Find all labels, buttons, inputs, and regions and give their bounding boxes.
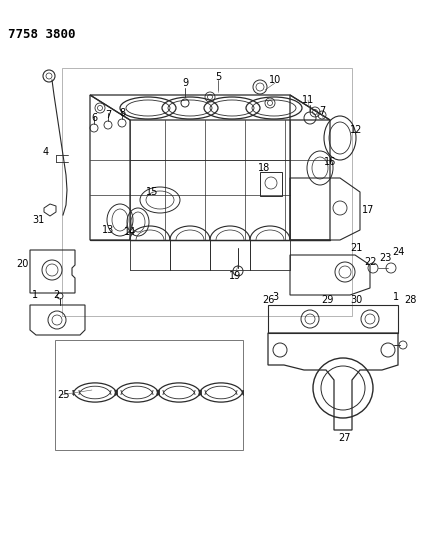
Text: 30: 30 [350, 295, 362, 305]
Text: 11: 11 [302, 95, 314, 105]
Text: 6: 6 [91, 113, 97, 123]
Text: 13: 13 [102, 225, 114, 235]
Text: 27: 27 [339, 433, 351, 443]
Text: 1: 1 [393, 292, 399, 302]
Text: 31: 31 [32, 215, 44, 225]
Text: 7: 7 [319, 106, 325, 116]
Text: 19: 19 [229, 271, 241, 281]
Text: 5: 5 [215, 72, 221, 82]
Bar [62, 68, 352, 316]
Text: 2: 2 [53, 290, 59, 300]
Bar [260, 172, 282, 196]
Text: 9: 9 [182, 78, 188, 88]
Text: 21: 21 [350, 243, 362, 253]
Text: 26: 26 [262, 295, 274, 305]
Text: 25: 25 [58, 390, 70, 400]
Text: 7: 7 [105, 110, 111, 120]
Bar [55, 340, 243, 450]
Text: 3: 3 [272, 292, 278, 302]
Text: 7758 3800: 7758 3800 [8, 28, 75, 41]
Text: 15: 15 [146, 187, 158, 197]
Text: 29: 29 [321, 295, 333, 305]
Text: 20: 20 [16, 259, 28, 269]
Text: 4: 4 [43, 147, 49, 157]
Text: 8: 8 [119, 108, 125, 118]
Text: 16: 16 [324, 157, 336, 167]
Text: 17: 17 [362, 205, 374, 215]
Text: 28: 28 [404, 295, 416, 305]
Text: 10: 10 [269, 75, 281, 85]
Text: 1: 1 [32, 290, 38, 300]
Text: 22: 22 [365, 257, 377, 267]
Text: 24: 24 [392, 247, 404, 257]
Text: 18: 18 [258, 163, 270, 173]
Text: 14: 14 [124, 227, 136, 237]
Text: 12: 12 [350, 125, 362, 135]
Text: 23: 23 [379, 253, 391, 263]
Bar [268, 305, 398, 333]
